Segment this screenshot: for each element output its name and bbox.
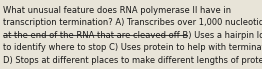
Text: D) Stops at different places to make different lengths of proteins: D) Stops at different places to make dif…	[3, 56, 262, 65]
Text: to identify where to stop C) Uses protein to help with termination: to identify where to stop C) Uses protei…	[3, 43, 262, 52]
Text: transcription termination? A) Transcribes over 1,000 nucleotides: transcription termination? A) Transcribe…	[3, 18, 262, 27]
Text: at the end of the RNA that are cleaved off B) Uses a hairpin loop: at the end of the RNA that are cleaved o…	[3, 31, 262, 40]
Text: What unusual feature does RNA polymerase II have in: What unusual feature does RNA polymerase…	[3, 6, 231, 15]
